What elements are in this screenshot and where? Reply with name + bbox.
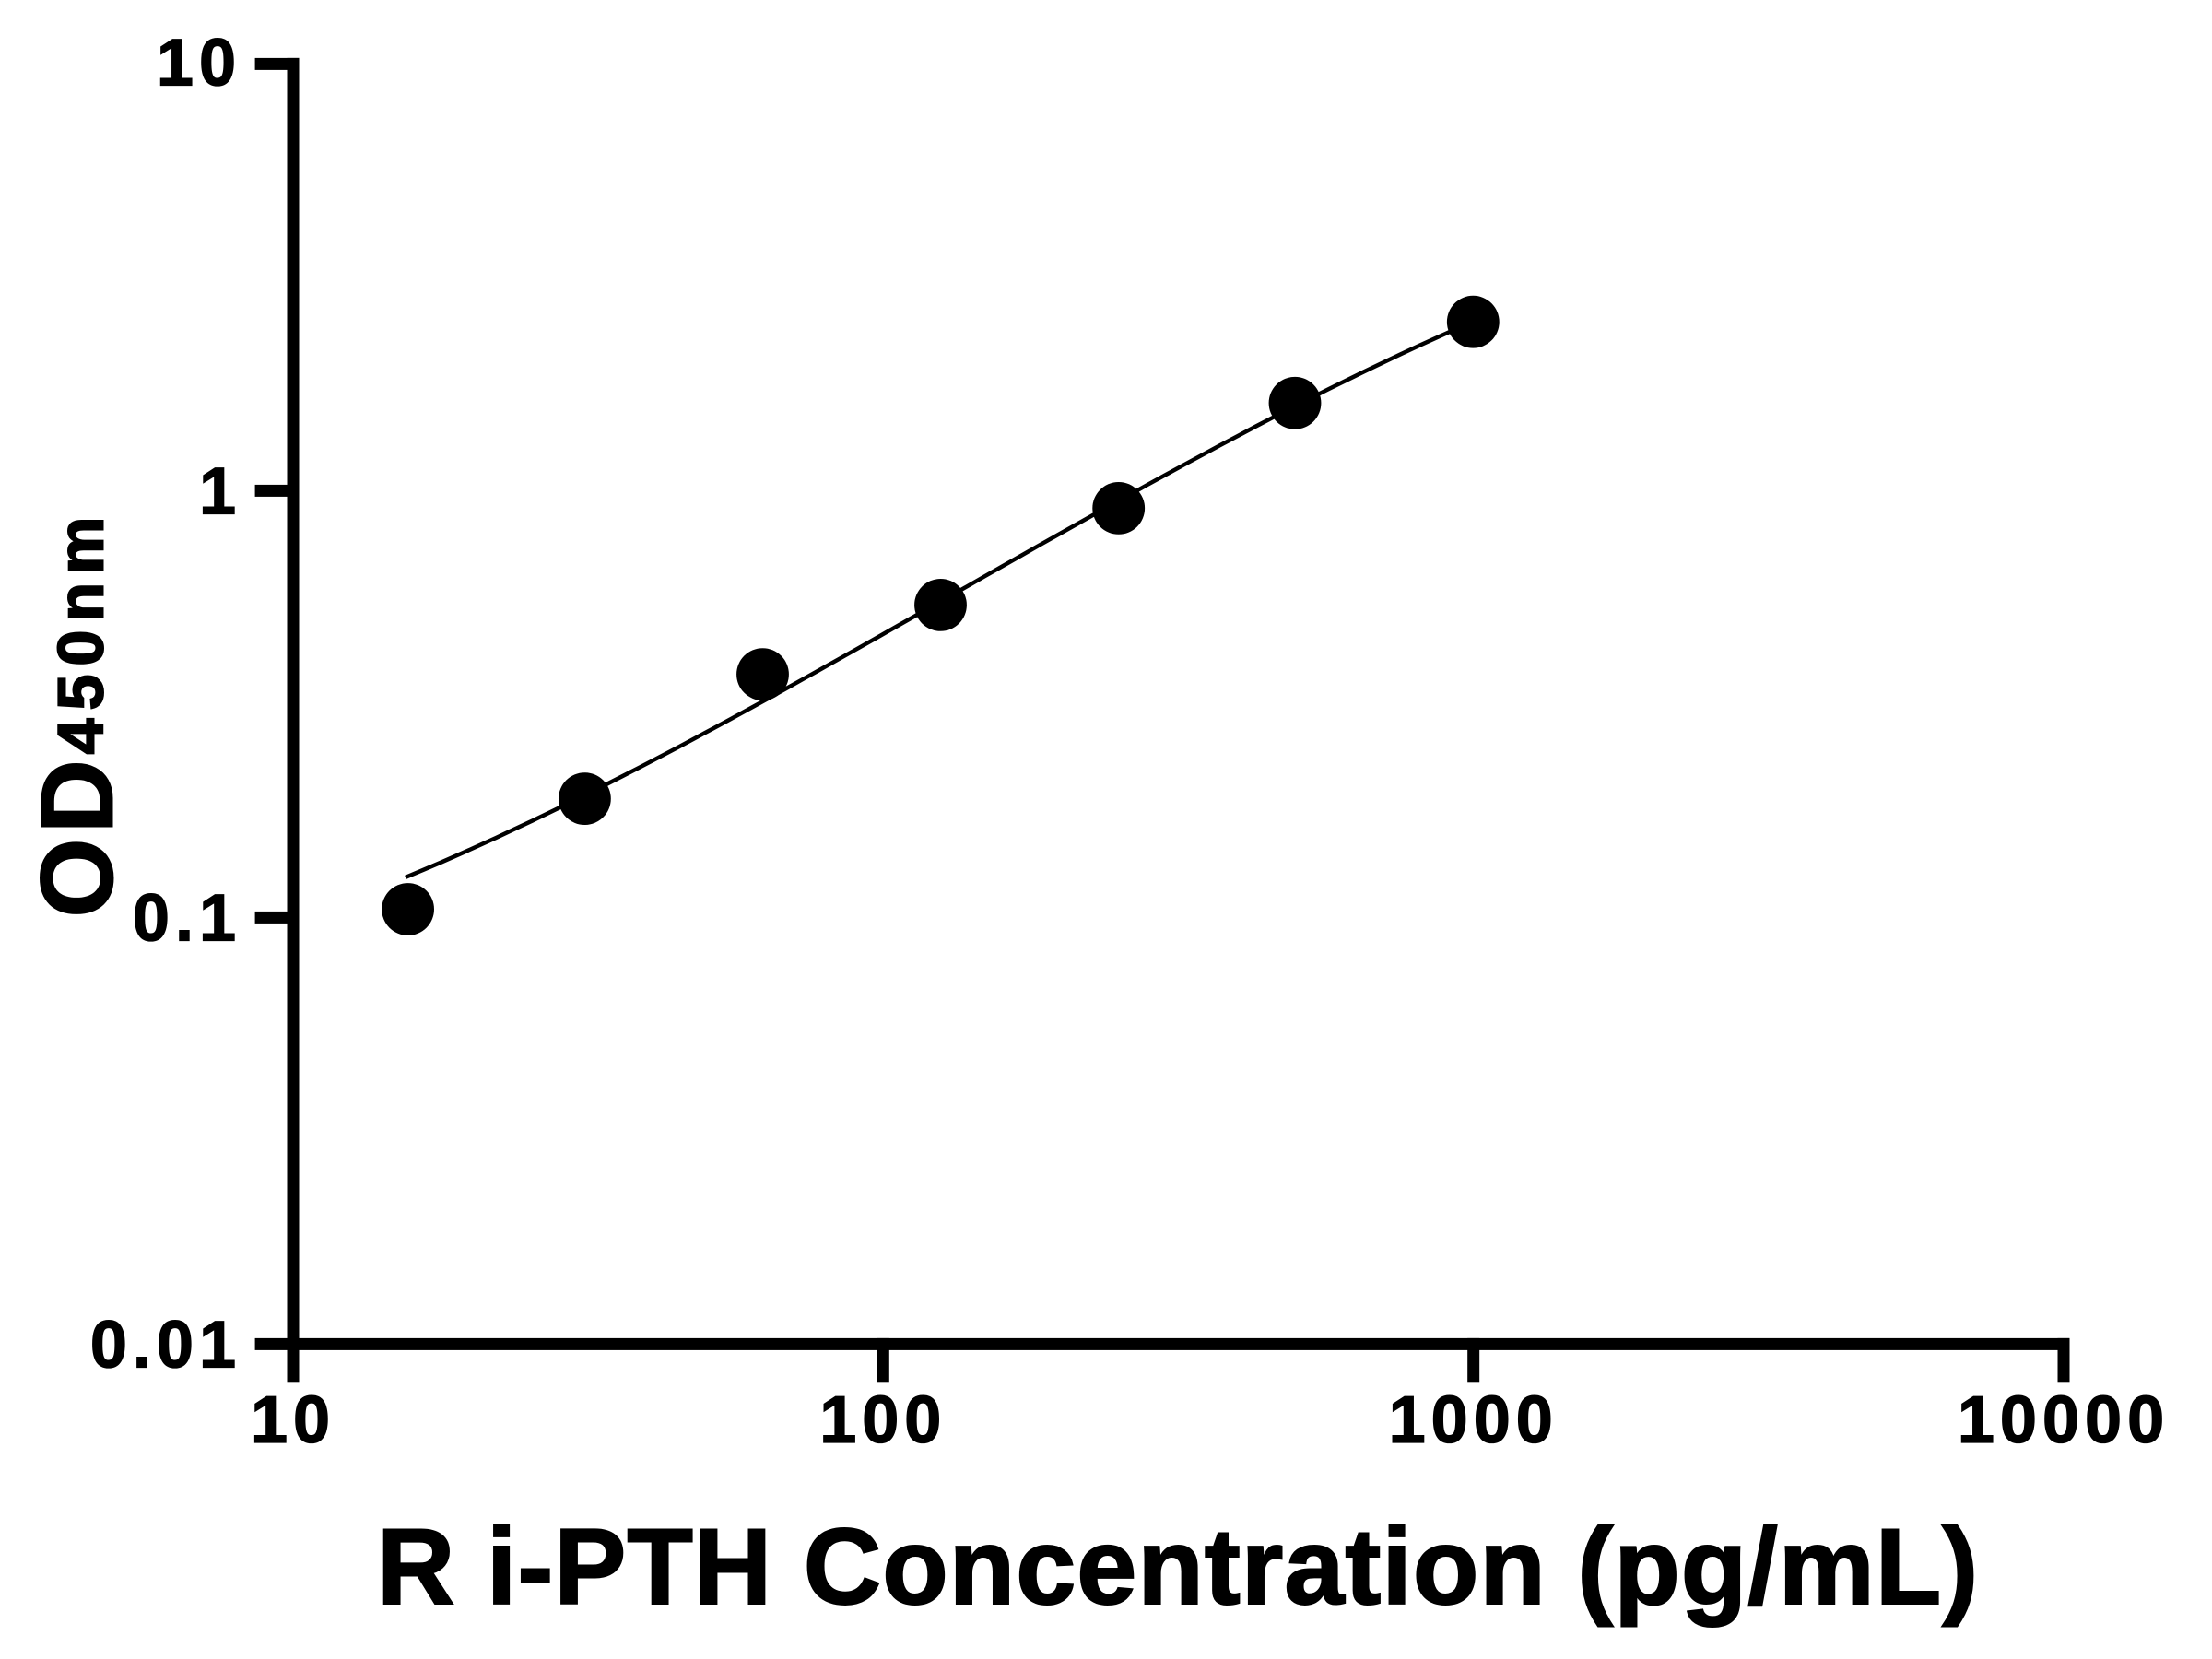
svg-text:1: 1 [199, 454, 241, 528]
svg-text:1000: 1000 [1389, 1383, 1559, 1457]
svg-text:100: 100 [819, 1383, 947, 1457]
svg-text:10: 10 [251, 1383, 335, 1457]
svg-text:10000: 10000 [1958, 1383, 2170, 1457]
svg-text:OD450nm: OD450nm [21, 509, 135, 918]
svg-text:10: 10 [157, 27, 241, 100]
svg-text:0.01: 0.01 [90, 1308, 241, 1382]
svg-text:0.1: 0.1 [133, 881, 241, 955]
svg-text:R i-PTH Concentration (pg/mL): R i-PTH Concentration (pg/mL) [377, 1506, 1979, 1627]
